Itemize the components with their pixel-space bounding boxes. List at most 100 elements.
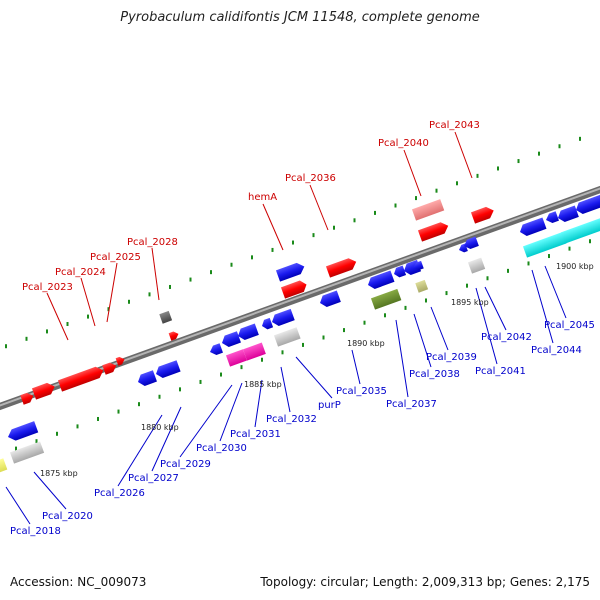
gene-feature — [115, 356, 125, 366]
gene-feature — [470, 206, 494, 224]
label-connector — [395, 319, 409, 398]
gene-feature — [546, 211, 559, 223]
gene-feature — [9, 441, 45, 464]
gene-feature — [411, 199, 445, 221]
gene-label[interactable]: Pcal_2027 — [128, 473, 179, 484]
gene-features — [0, 194, 600, 474]
gene-label[interactable]: Pcal_2036 — [285, 173, 336, 184]
gene-label[interactable]: Pcal_2037 — [386, 399, 437, 410]
scale-label: 1900 kbp — [556, 262, 594, 271]
label-connector — [33, 471, 67, 510]
scale-label: 1885 kbp — [244, 380, 282, 389]
topology-text: Topology: circular; Length: 2,009,313 bp… — [260, 575, 590, 589]
gene-feature — [238, 323, 259, 340]
gene-feature — [520, 217, 547, 236]
gene-label[interactable]: Pcal_2020 — [42, 511, 93, 522]
gene-feature — [320, 290, 341, 307]
gene-feature — [394, 265, 407, 278]
label-connector — [46, 292, 69, 341]
label-connector — [454, 131, 473, 179]
gene-label[interactable]: Pcal_2045 — [544, 320, 595, 331]
gene-feature — [0, 458, 8, 474]
label-connector — [106, 262, 118, 323]
gene-feature — [31, 382, 55, 400]
gene-feature — [272, 308, 295, 326]
gene-feature — [417, 222, 449, 242]
gene-label[interactable]: Pcal_2025 — [90, 252, 141, 263]
gene-label[interactable]: Pcal_2041 — [475, 366, 526, 377]
gene-feature — [370, 288, 402, 310]
gene-feature — [413, 260, 424, 271]
gene-label[interactable]: Pcal_2026 — [94, 488, 145, 499]
label-connector — [219, 382, 243, 442]
gene-feature — [138, 370, 157, 386]
gene-feature — [57, 366, 104, 392]
gene-feature — [159, 310, 173, 324]
gene-label[interactable]: Pcal_2032 — [266, 414, 317, 425]
label-connector — [262, 203, 284, 251]
gene-feature — [222, 331, 241, 347]
gene-label[interactable]: Pcal_2029 — [160, 459, 211, 470]
gene-label[interactable]: Pcal_2028 — [127, 237, 178, 248]
label-connector — [80, 277, 96, 327]
gene-feature — [8, 421, 39, 441]
gene-feature — [20, 392, 34, 405]
scale-label: 1890 kbp — [347, 339, 385, 348]
label-connector — [430, 306, 449, 351]
gene-feature — [102, 362, 117, 375]
gene-feature — [560, 215, 600, 244]
gene-label[interactable]: hemA — [248, 192, 277, 203]
gene-label[interactable]: Pcal_2039 — [426, 352, 477, 363]
gene-feature — [242, 342, 266, 361]
label-connector — [484, 286, 507, 331]
gene-label[interactable]: Pcal_2035 — [336, 386, 387, 397]
gene-label[interactable]: Pcal_2044 — [531, 345, 582, 356]
gene-label[interactable]: Pcal_2018 — [10, 526, 61, 537]
label-connector — [475, 287, 498, 365]
label-connector — [413, 313, 432, 368]
gene-feature — [262, 317, 274, 330]
gene-label[interactable]: Pcal_2040 — [378, 138, 429, 149]
gene-feature — [275, 262, 305, 282]
label-connector — [5, 486, 31, 525]
gene-label[interactable]: Pcal_2031 — [230, 429, 281, 440]
gene-label[interactable]: Pcal_2030 — [196, 443, 247, 454]
tick-marks — [5, 136, 591, 451]
scale-label: 1875 kbp — [40, 469, 78, 478]
gene-feature — [522, 232, 567, 258]
gene-feature — [558, 205, 579, 222]
scale-label: 1880 kbp — [141, 423, 179, 432]
label-connector — [403, 149, 422, 197]
gene-label[interactable]: Pcal_2023 — [22, 282, 73, 293]
gene-label[interactable]: Pcal_2038 — [409, 369, 460, 380]
gene-label[interactable]: Pcal_2024 — [55, 267, 106, 278]
label-connector — [254, 379, 263, 428]
label-connector — [295, 356, 333, 399]
map-title: Pyrobaculum calidifontis JCM 11548, comp… — [120, 10, 480, 25]
gene-feature — [368, 270, 395, 289]
gene-feature — [464, 236, 479, 249]
gene-feature — [156, 360, 181, 378]
accession-text: Accession: NC_009073 — [10, 575, 147, 589]
gene-feature — [415, 279, 429, 293]
gene-feature — [576, 194, 600, 214]
label-connector — [117, 414, 163, 487]
label-connector — [531, 269, 554, 344]
gene-label[interactable]: Pcal_2043 — [429, 120, 480, 131]
label-connectors — [5, 131, 567, 525]
gene-feature — [325, 258, 357, 278]
gene-label[interactable]: purP — [318, 400, 341, 411]
label-connector — [309, 184, 329, 231]
gene-feature — [168, 331, 179, 341]
label-connector — [179, 384, 233, 458]
gene-label[interactable]: Pcal_2042 — [481, 332, 532, 343]
gene-feature — [225, 349, 247, 367]
gene-feature — [210, 343, 223, 355]
gene-feature — [273, 327, 301, 347]
gene-feature — [280, 280, 307, 299]
scale-label: 1895 kbp — [451, 298, 489, 307]
gene-feature — [467, 257, 486, 274]
label-connector — [280, 366, 291, 413]
label-connector — [151, 247, 160, 301]
label-connector — [351, 349, 361, 385]
